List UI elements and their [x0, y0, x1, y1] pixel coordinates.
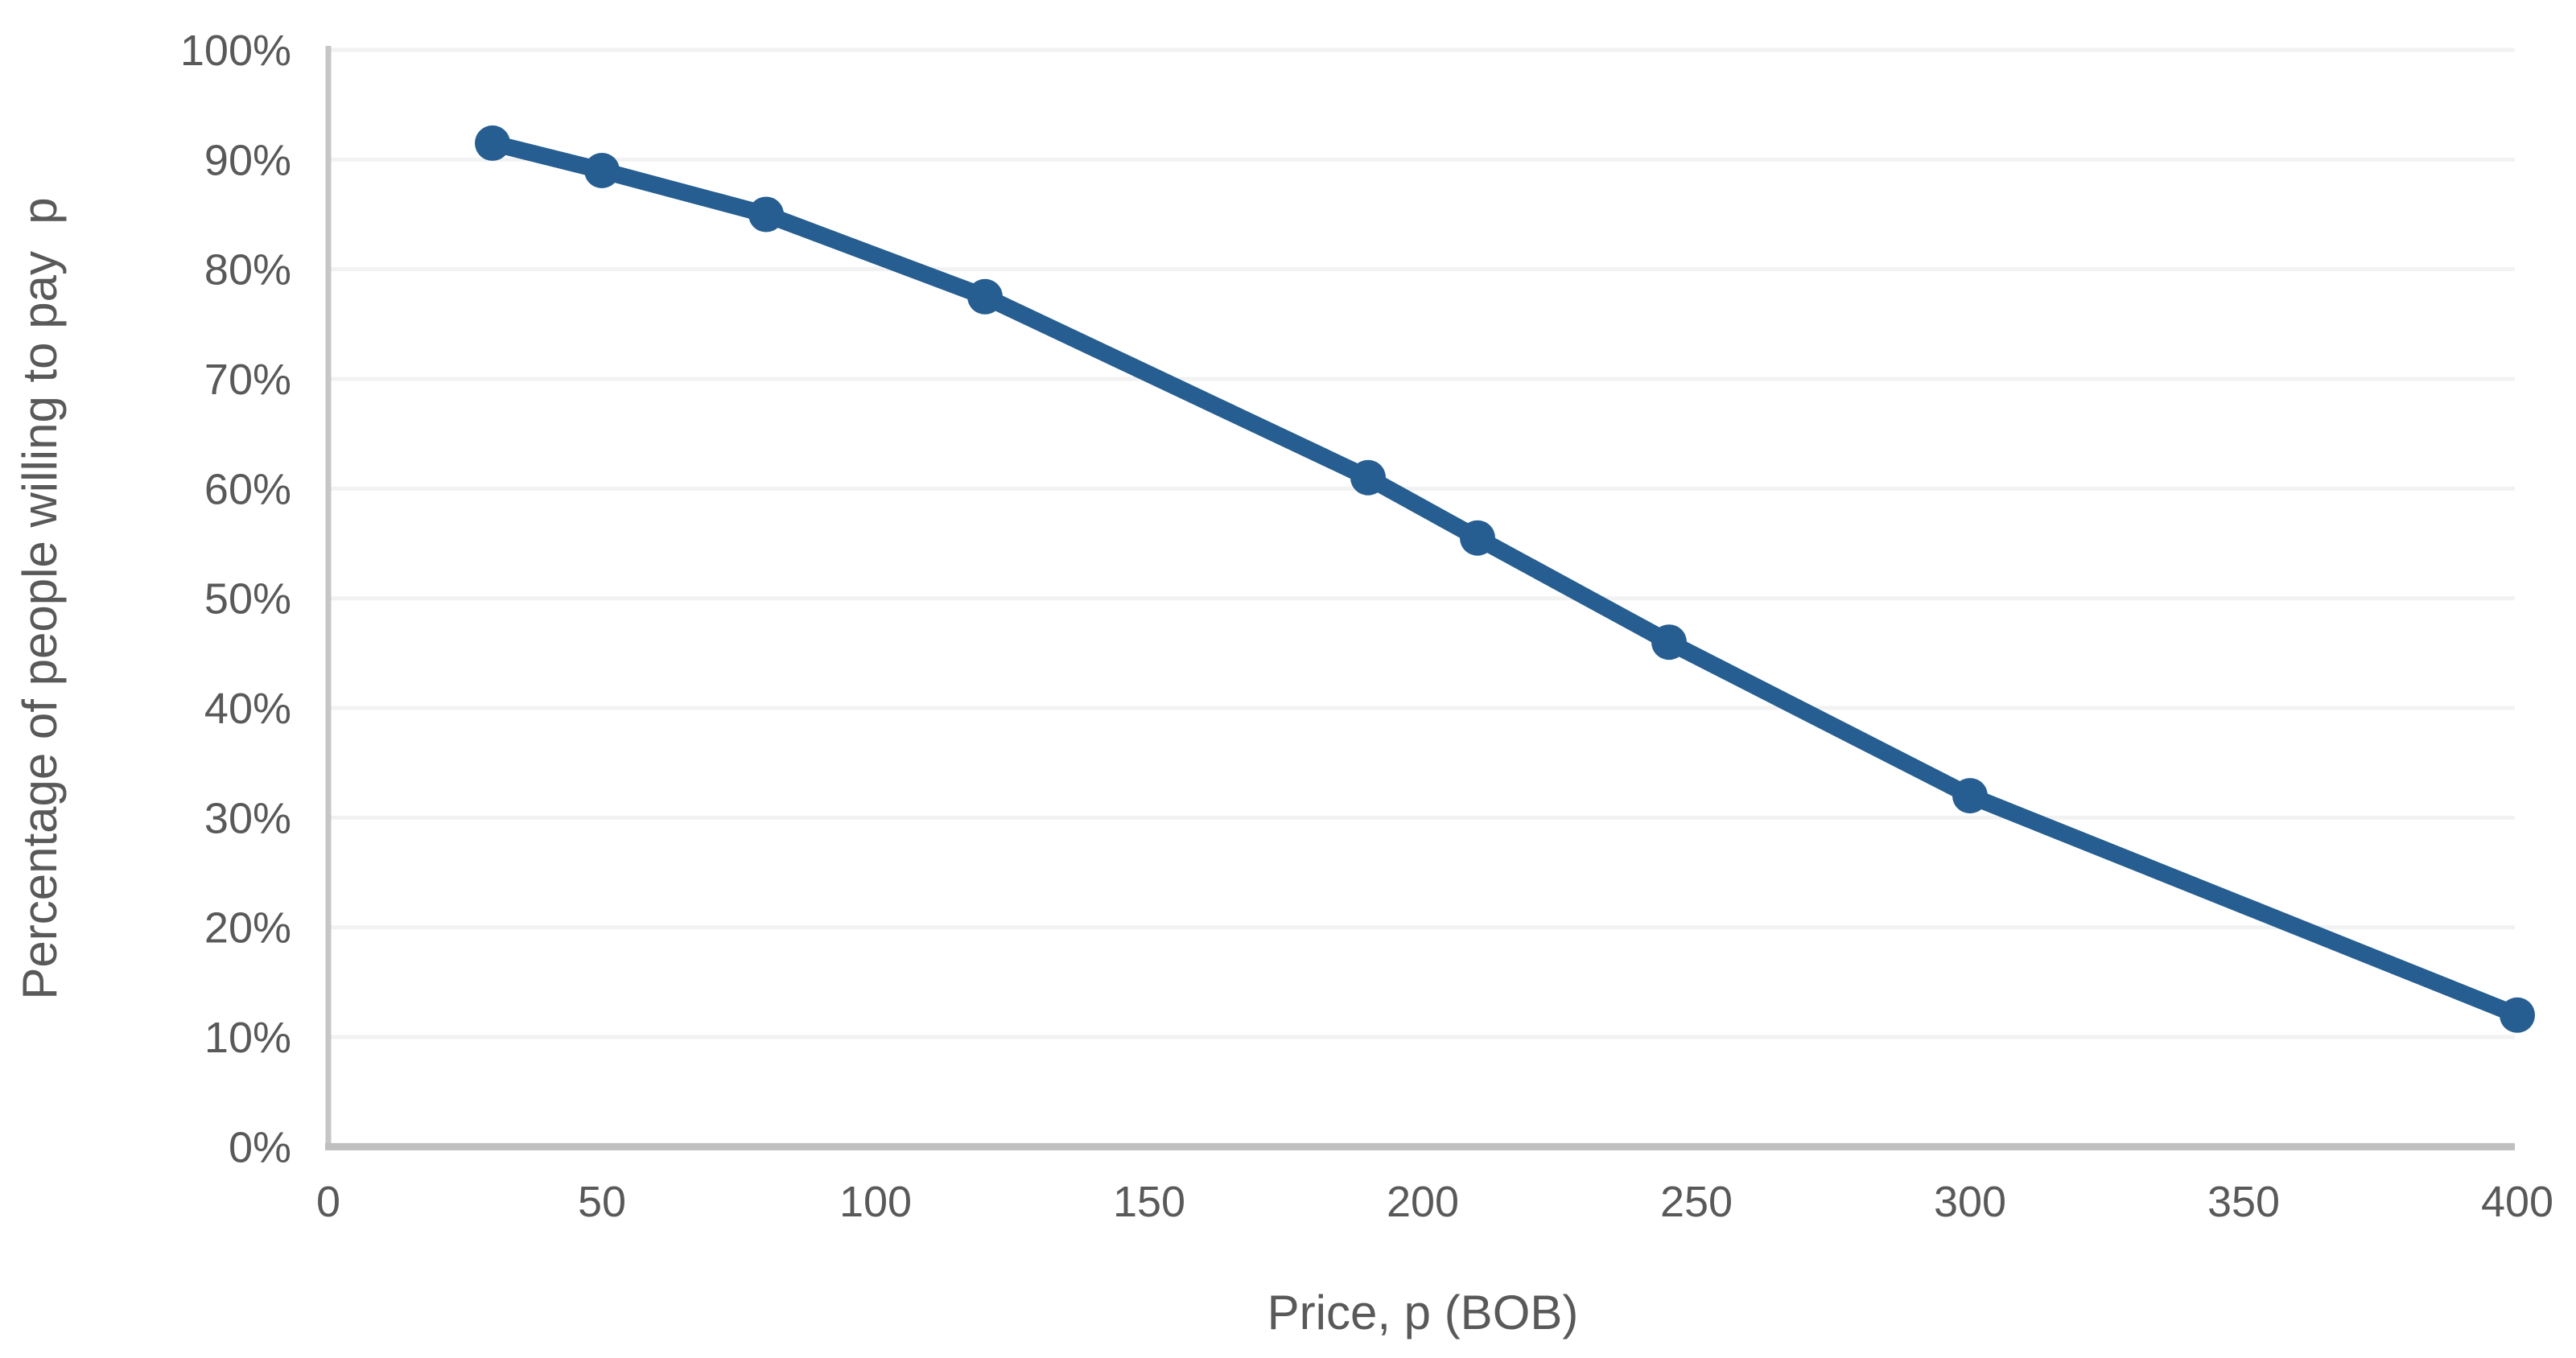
data-point-marker — [1952, 778, 1988, 814]
data-point-marker — [967, 278, 1003, 315]
x-tick-label: 50 — [578, 1178, 626, 1226]
x-axis-title: Price, p (BOB) — [1267, 1286, 1579, 1339]
series-polyline — [484, 134, 2526, 1024]
y-tick-label: 30% — [204, 794, 291, 842]
y-axis-tick-labels: 0% 10% 20% 30% 40% 50% 60% 70% 80% 90% 100% — [180, 27, 291, 1171]
x-tick-label: 400 — [2481, 1178, 2553, 1226]
y-tick-label: 60% — [204, 465, 291, 513]
x-tick-label: 100 — [839, 1178, 912, 1226]
data-point-marker — [475, 125, 510, 161]
data-point-marker — [1651, 624, 1687, 660]
data-point-marker — [2500, 997, 2535, 1033]
y-tick-label: 100% — [180, 27, 291, 75]
data-point-marker — [748, 196, 784, 233]
y-axis-title: Percentage of people willing to pay p — [13, 197, 67, 999]
y-tick-label: 80% — [204, 246, 291, 294]
x-tick-label: 0 — [316, 1178, 340, 1226]
gridlines — [328, 47, 2515, 1149]
x-axis-tick-labels: 0 50 100 150 200 250 300 350 400 — [316, 1178, 2553, 1226]
x-tick-label: 150 — [1113, 1178, 1185, 1226]
y-tick-label: 70% — [204, 356, 291, 404]
y-tick-label: 40% — [204, 685, 291, 733]
y-tick-label: 90% — [204, 136, 291, 184]
data-point-marker — [584, 152, 620, 188]
data-point-marker — [1460, 520, 1495, 556]
x-tick-label: 350 — [2207, 1178, 2280, 1226]
y-tick-label: 10% — [204, 1014, 291, 1062]
y-tick-label: 0% — [229, 1123, 291, 1171]
y-tick-label: 50% — [204, 575, 291, 623]
x-tick-label: 250 — [1660, 1178, 1733, 1226]
axis-lines — [325, 46, 2515, 1150]
data-point-marker — [1350, 459, 1386, 496]
series-willingness-to-pay — [475, 125, 2535, 1033]
x-tick-label: 300 — [1934, 1178, 2006, 1226]
y-tick-label: 20% — [204, 904, 291, 953]
x-tick-label: 200 — [1387, 1178, 1459, 1226]
